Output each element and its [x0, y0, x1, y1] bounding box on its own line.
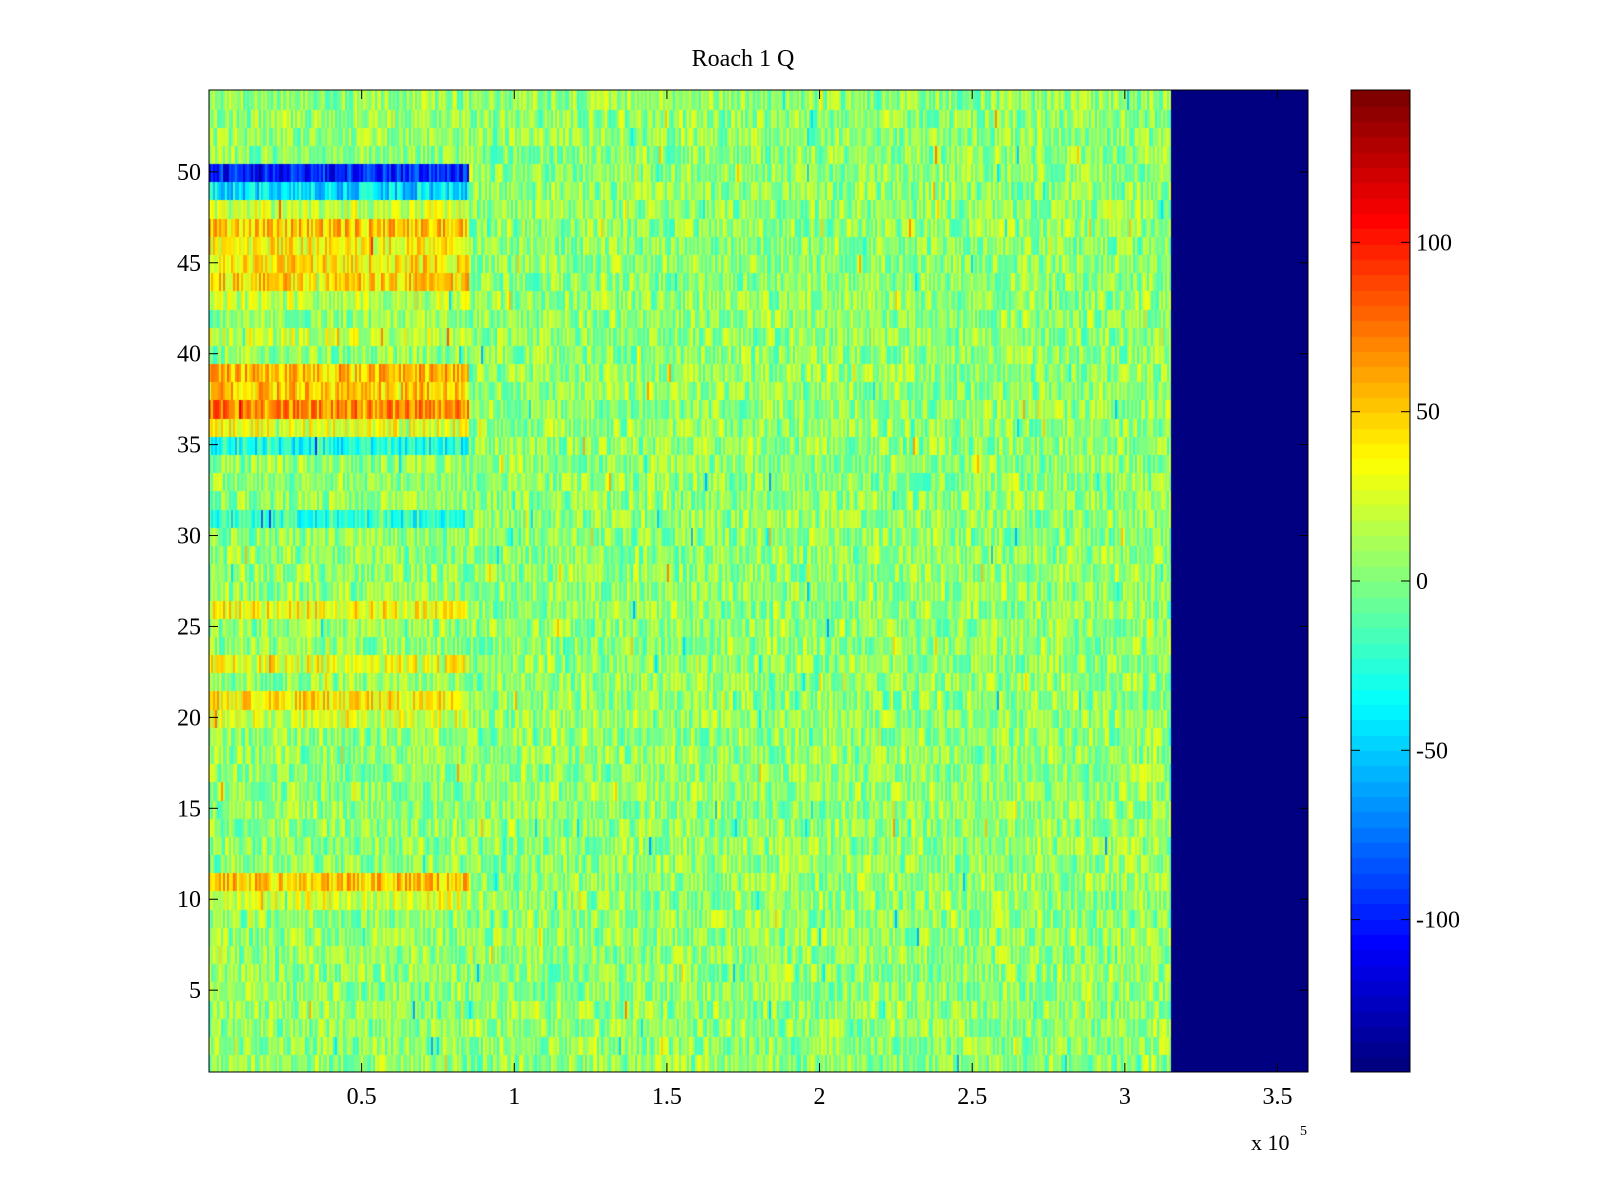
x-tick-label: 3	[1119, 1084, 1131, 1110]
x-tick-label: 3.5	[1262, 1084, 1292, 1110]
y-tick-label: 50	[177, 160, 201, 186]
colorbar-axis: -100 -50 0 50 100	[1351, 230, 1460, 934]
x-tick-label: 1.5	[652, 1084, 682, 1110]
x-multiplier-label: x 10	[1251, 1130, 1290, 1155]
x-tick-label: 1	[508, 1084, 520, 1110]
x-multiplier-exponent: 5	[1300, 1124, 1307, 1139]
y-axis: 5 10 15 20 25 30 35 40 45 50	[177, 160, 1308, 1004]
x-tick-label: 2.5	[957, 1084, 987, 1110]
y-tick-label: 40	[177, 342, 201, 368]
chart-title: Roach 1 Q	[692, 46, 795, 72]
y-tick-label: 45	[177, 251, 201, 277]
y-tick-label: 20	[177, 705, 201, 731]
y-tick-label: 15	[177, 796, 201, 822]
colorbar-tick-label: -100	[1416, 908, 1460, 934]
colorbar-image	[1351, 90, 1410, 1072]
y-tick-label: 25	[177, 614, 201, 640]
colorbar-tick-label: 50	[1416, 400, 1440, 426]
y-tick-label: 5	[189, 978, 201, 1004]
colorbar-canvas-holder	[1351, 90, 1410, 1072]
colorbar-tick-label: 0	[1416, 569, 1428, 595]
x-tick-label: 2	[814, 1084, 826, 1110]
y-tick-label: 10	[177, 887, 201, 913]
colorbar-tick-label: 100	[1416, 230, 1452, 256]
heatmap-canvas-holder	[209, 90, 1308, 1072]
heatmap-image	[209, 90, 1308, 1072]
y-tick-label: 35	[177, 433, 201, 459]
x-axis: 0.5 1 1.5 2 2.5 3 3.5	[347, 90, 1292, 1110]
y-tick-label: 30	[177, 524, 201, 550]
x-tick-label: 0.5	[347, 1084, 377, 1110]
colorbar-tick-label: -50	[1416, 738, 1448, 764]
plot-area-border	[208, 89, 1309, 1073]
